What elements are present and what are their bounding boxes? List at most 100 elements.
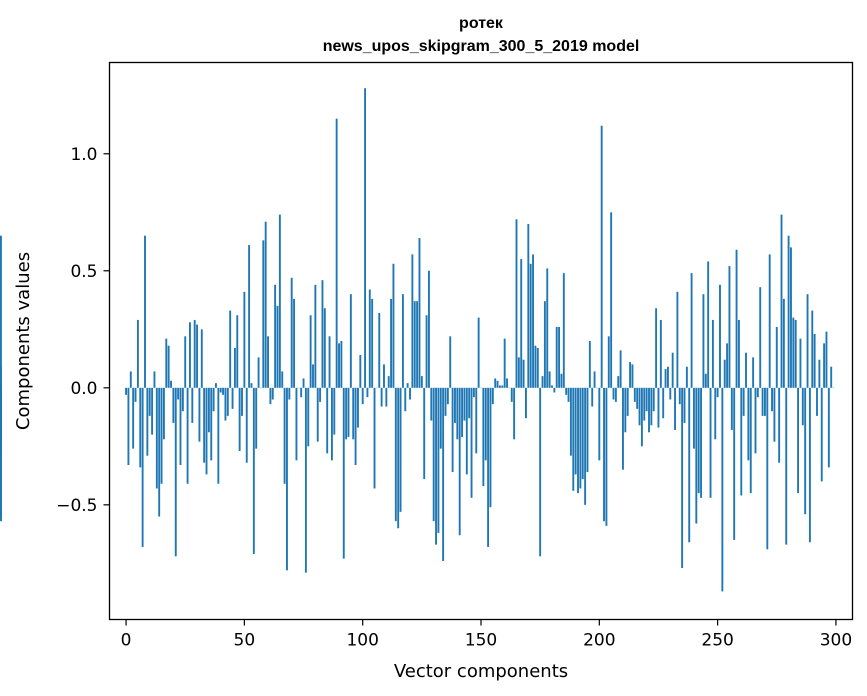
bar-75 — [302, 378, 305, 388]
bar-170 — [527, 223, 530, 388]
x-axis-title: Vector components — [394, 661, 568, 682]
bar-263 — [747, 387, 750, 461]
bar-153 — [487, 387, 490, 547]
bar-51 — [245, 387, 248, 463]
bar-266 — [754, 387, 757, 454]
bar-286 — [801, 387, 804, 426]
bar-17 — [165, 338, 168, 388]
bar-142 — [461, 387, 464, 437]
bar-19 — [170, 380, 172, 388]
bar-59 — [264, 221, 267, 388]
bar-22 — [177, 387, 180, 400]
bar-216 — [636, 387, 639, 409]
bar-36 — [210, 387, 213, 461]
bar-71 — [293, 298, 296, 388]
bar-248 — [711, 319, 714, 388]
bar-160 — [503, 338, 506, 388]
bar-287 — [804, 387, 807, 515]
bar-134 — [442, 387, 445, 561]
bar-60 — [267, 336, 269, 388]
bar-137 — [449, 336, 452, 388]
bar-129 — [430, 387, 433, 421]
bar-157 — [496, 380, 499, 388]
bar-131 — [435, 387, 437, 545]
bar-240 — [693, 387, 695, 449]
bar-132 — [437, 387, 440, 533]
bar-144 — [465, 387, 468, 475]
bar-10 — [148, 387, 151, 416]
bar-117 — [401, 294, 404, 388]
bar-151 — [482, 387, 485, 487]
bar-180 — [551, 385, 553, 388]
bar-233 — [676, 291, 679, 388]
bar-268 — [759, 287, 762, 388]
bar-141 — [458, 387, 461, 536]
bar-246 — [707, 261, 710, 388]
bar-237 — [685, 366, 688, 388]
bar-126 — [423, 387, 426, 480]
bar-27 — [189, 322, 191, 388]
bar-231 — [671, 352, 674, 388]
bar-297 — [827, 387, 830, 468]
bar-280 — [787, 235, 790, 388]
bar-232 — [674, 387, 676, 430]
bar-67 — [283, 387, 286, 484]
bar-63 — [274, 284, 277, 388]
y-tick-label-0.5: 0.5 — [70, 262, 97, 282]
bar-136 — [446, 387, 449, 405]
bar-110 — [385, 387, 388, 407]
bar-93 — [345, 387, 348, 440]
bar-94 — [347, 387, 350, 437]
bar-256 — [730, 387, 733, 430]
bar-37 — [212, 387, 215, 412]
bar-83 — [321, 280, 324, 388]
bar-1 — [127, 387, 130, 466]
bar-258 — [735, 249, 738, 388]
bar-148 — [475, 387, 478, 454]
bar-206 — [612, 387, 615, 400]
bar-11 — [151, 387, 154, 435]
bars-group — [0, 88, 835, 592]
bar-250 — [716, 387, 719, 398]
bar-91 — [340, 341, 343, 388]
bar-105 — [373, 387, 376, 489]
bar-undefined — [0, 387, 2, 442]
bar-33 — [203, 387, 206, 463]
bar-171 — [529, 263, 532, 388]
bar-183 — [558, 326, 561, 388]
bar-202 — [603, 387, 605, 522]
x-tick-label-0: 0 — [121, 631, 132, 651]
bar-35 — [207, 387, 210, 433]
bar-201 — [600, 125, 603, 388]
bar-217 — [638, 387, 641, 426]
bar-272 — [768, 254, 771, 388]
y-tick-label--0.5: −0.5 — [56, 496, 97, 516]
bar-70 — [290, 277, 293, 388]
bar-98 — [357, 387, 359, 428]
bar-178 — [546, 268, 549, 388]
bar-283 — [794, 319, 797, 388]
bar-78 — [309, 315, 312, 388]
bar-2 — [129, 371, 132, 388]
bar-166 — [517, 357, 520, 388]
bar-128 — [428, 270, 430, 388]
bar-212 — [626, 387, 629, 416]
bar-175 — [539, 387, 542, 557]
bar-119 — [406, 383, 409, 388]
bar-13 — [155, 387, 158, 489]
bar-55 — [255, 387, 258, 449]
bar-189 — [572, 387, 575, 491]
bar-116 — [399, 387, 402, 512]
bar-269 — [761, 387, 764, 416]
bar-200 — [598, 387, 601, 461]
bar-25 — [184, 336, 187, 388]
bar-121 — [411, 254, 414, 388]
bar-298 — [830, 366, 833, 388]
x-axis-ticks: 0 50 100 150 200 250 300 — [121, 619, 852, 651]
bar-107 — [378, 312, 381, 388]
bar-139 — [454, 387, 456, 423]
bar-54 — [252, 387, 255, 554]
bar-145 — [468, 387, 471, 419]
x-tick-label-250: 250 — [701, 631, 733, 651]
bar-155 — [491, 387, 494, 405]
